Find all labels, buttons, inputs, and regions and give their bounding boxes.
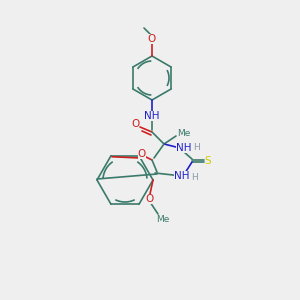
- Text: O: O: [138, 149, 146, 159]
- Text: NH: NH: [144, 111, 160, 121]
- Text: O: O: [131, 119, 139, 129]
- Text: NH: NH: [176, 143, 192, 153]
- Text: Me: Me: [156, 214, 169, 224]
- Text: H: H: [191, 172, 198, 182]
- Text: H: H: [193, 142, 200, 152]
- Text: O: O: [148, 34, 156, 44]
- Text: O: O: [146, 194, 154, 204]
- Text: S: S: [205, 156, 211, 166]
- Text: NH: NH: [174, 171, 190, 181]
- Text: Me: Me: [177, 130, 190, 139]
